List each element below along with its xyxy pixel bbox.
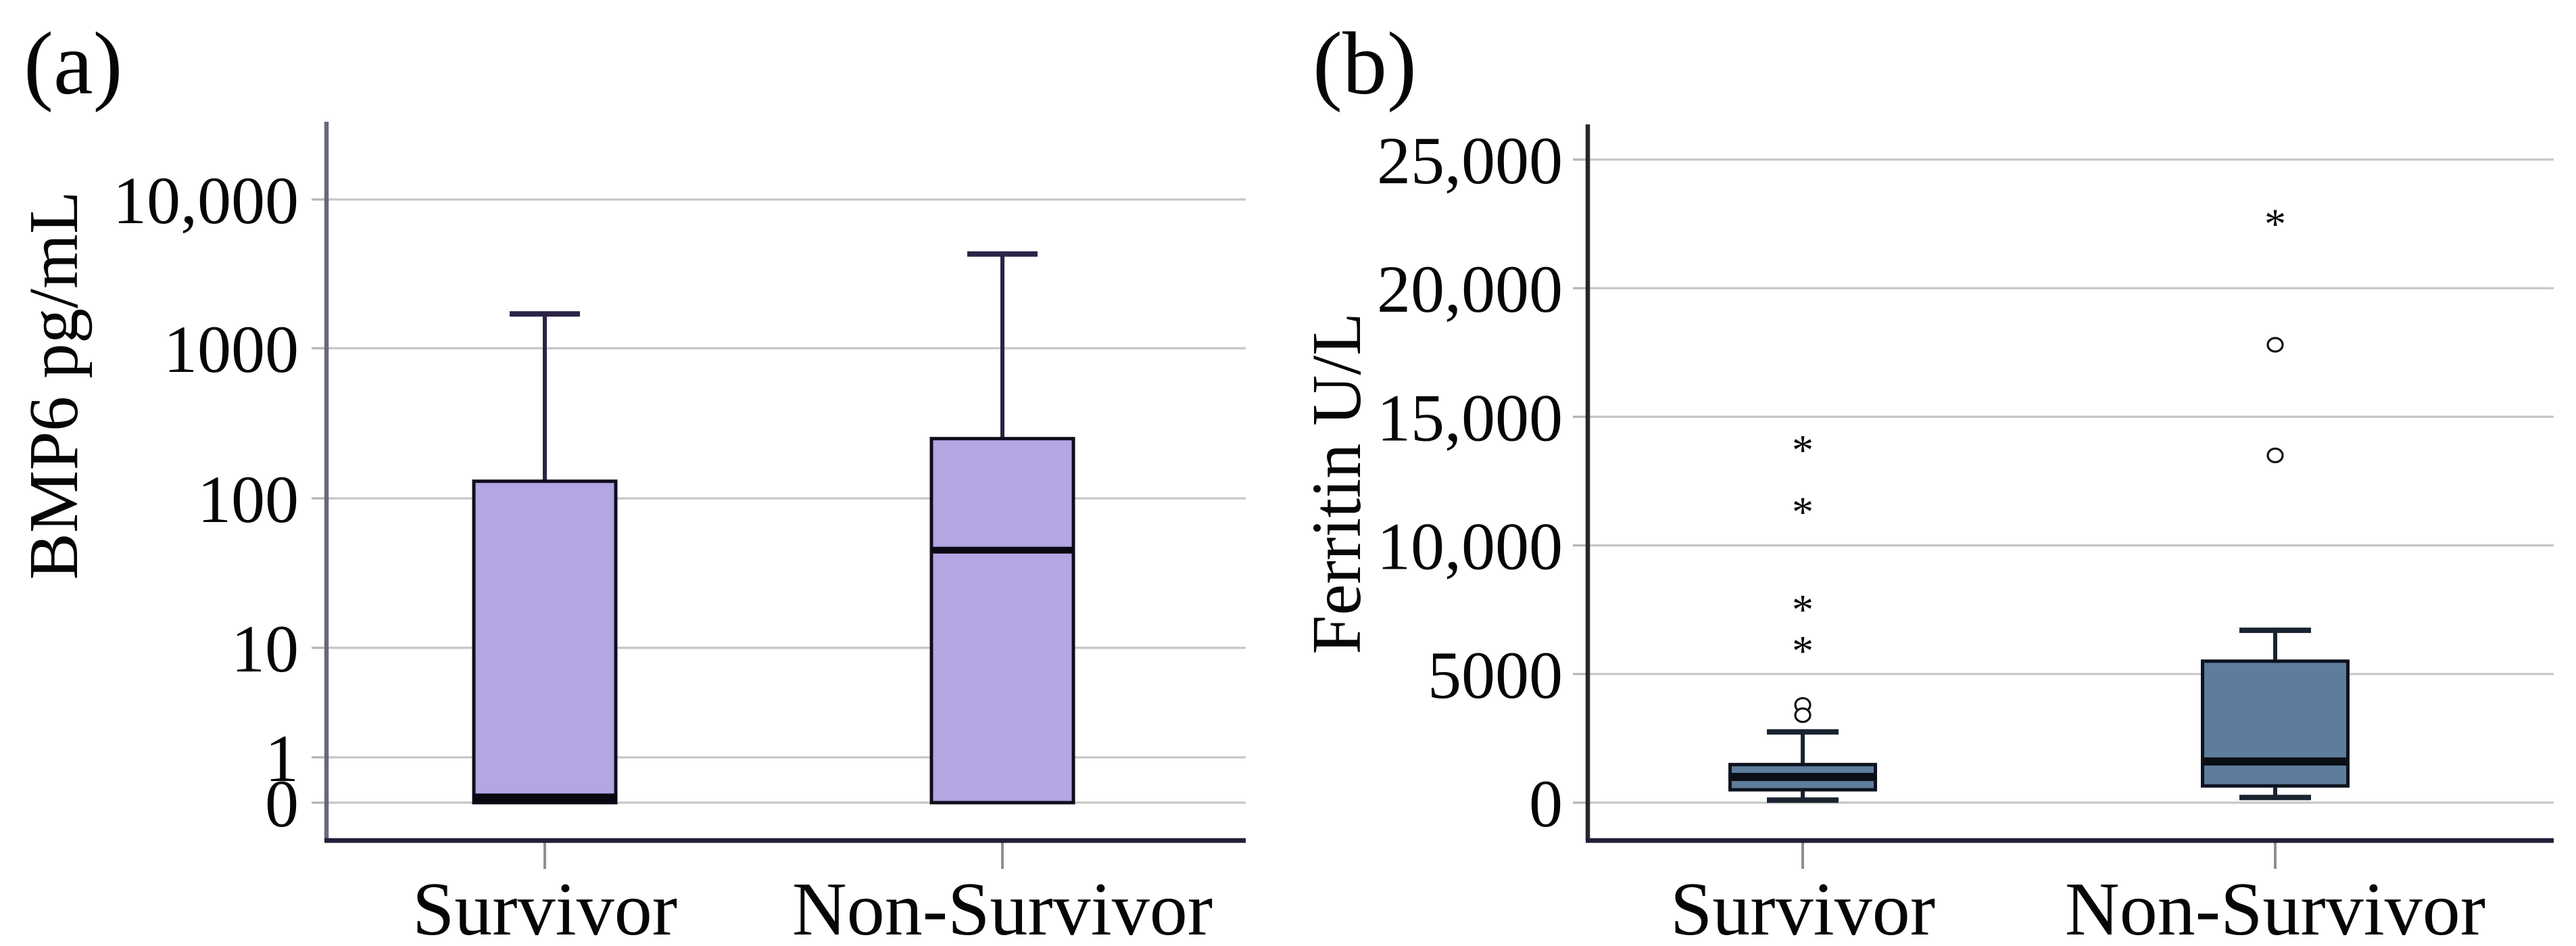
y-tick-label: 15,000 (1377, 380, 1563, 455)
outlier-asterisk: * (2264, 199, 2286, 247)
box-non-survivor (2201, 659, 2350, 788)
y-tick-label: 100 (197, 462, 299, 537)
outlier-circle (2266, 447, 2284, 464)
y-tick-label: 20,000 (1377, 252, 1563, 327)
outlier-circle (2266, 337, 2284, 353)
y-tick-label: 1 (265, 721, 299, 796)
y-tick-label: 10,000 (113, 163, 299, 238)
outlier-asterisk: * (1792, 488, 1814, 536)
y-tick-label: 5000 (1428, 638, 1563, 713)
outlier-asterisk: * (1792, 627, 1814, 675)
panel-letter: (a) (24, 14, 123, 113)
y-tick-label: 0 (265, 766, 299, 841)
panel-a: 10,000 1000 100 10 10 Survivor Non-Survivor (a)… (15, 14, 1246, 946)
y-tick-label: 1000 (164, 312, 299, 387)
category-label-survivor: Survivor (1670, 868, 1935, 946)
y-tick-label: 25,000 (1377, 123, 1563, 198)
y-tick-label: 10,000 (1377, 509, 1563, 584)
panel-b: 25,00020,00015,00010,00050000****Survivo… (1298, 14, 2554, 946)
category-label-survivor: Survivor (412, 868, 677, 946)
y-axis-title: Ferritin U/L (1298, 312, 1376, 654)
box-non-survivor (929, 437, 1075, 805)
outlier-asterisk: * (1792, 426, 1814, 474)
category-label-non-survivor: Non-Survivor (792, 868, 1213, 946)
box-survivor (472, 479, 618, 805)
panel-letter: (b) (1313, 14, 1417, 113)
category-label-non-survivor: Non-Survivor (2065, 868, 2485, 946)
outlier-asterisk: * (1792, 586, 1814, 634)
outlier-circle (1794, 707, 1812, 724)
y-tick-label: 0 (1529, 766, 1563, 841)
y-axis-title: BMP6 pg/mL (15, 191, 93, 580)
y-tick-label: 10 (231, 611, 299, 686)
